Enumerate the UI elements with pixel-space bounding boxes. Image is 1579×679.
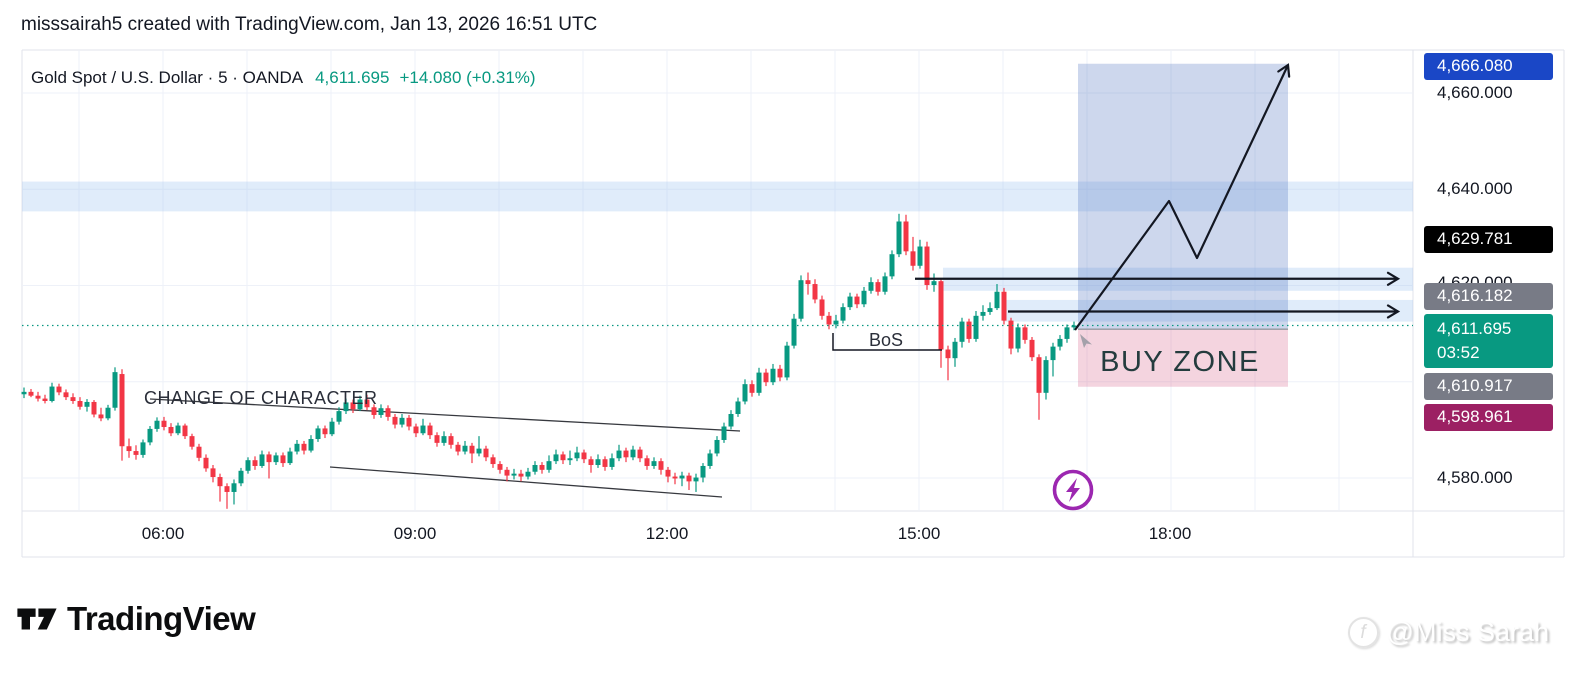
price-label[interactable]: 4,598.961 <box>1424 403 1553 431</box>
time-axis[interactable]: 06:00 09:00 12:00 15:00 18:00 <box>22 513 1413 557</box>
bos-label[interactable]: BoS <box>869 330 904 350</box>
facebook-icon: f <box>1347 617 1379 648</box>
price-scale[interactable]: 4,666.0804,660.0004,640.0004,629.7814,62… <box>1413 50 1579 557</box>
price-axis-tick: 4,580.000 <box>1437 468 1513 487</box>
time-axis-label: 12:00 <box>645 524 689 543</box>
legend-change: +14.080 (+0.31%) <box>399 68 536 87</box>
price-label[interactable]: 4,629.781 <box>1424 225 1553 253</box>
symbol-legend[interactable]: Gold Spot / U.S. Dollar · 5 · OANDA 4,611… <box>31 68 536 88</box>
long-position-tool[interactable] <box>1078 63 1288 387</box>
price-label[interactable]: 4,616.182 <box>1424 282 1553 310</box>
lightning-icon[interactable] <box>1052 469 1094 511</box>
buy-zone-label[interactable]: BUY ZONE <box>1100 346 1260 378</box>
price-label[interactable]: 4,611.695 03:52 <box>1424 314 1553 368</box>
price-label[interactable]: 4,666.080 <box>1424 52 1553 80</box>
time-axis-label: 18:00 <box>1148 524 1192 543</box>
target-arrows[interactable] <box>915 271 1401 319</box>
change-of-character-label[interactable]: CHANGE OF CHARACTER <box>144 388 378 408</box>
author-handle: @Miss Sarah <box>1386 617 1549 647</box>
price-label[interactable]: 4,610.917 <box>1424 372 1553 400</box>
bos-line[interactable] <box>832 333 942 351</box>
tradingview-logo-glyph <box>17 608 57 630</box>
candles <box>21 213 1077 509</box>
legend-last-price: 4,611.695 <box>315 68 390 87</box>
tradingview-logo-text: TradingView <box>67 600 256 637</box>
pane-frame <box>21 49 1565 558</box>
gridlines <box>22 50 1413 511</box>
page-title: misssairah5 created with TradingView.com… <box>21 14 598 35</box>
price-axis-tick: 4,640.000 <box>1437 179 1513 198</box>
time-axis-label: 06:00 <box>141 524 185 543</box>
time-axis-label: 15:00 <box>897 524 941 543</box>
stop-zone <box>1078 329 1288 387</box>
zigzag-projection-arrow[interactable] <box>1074 63 1291 331</box>
profit-zone <box>1078 63 1288 330</box>
bar-countdown: 03:52 <box>1437 343 1480 362</box>
time-axis-label: 09:00 <box>393 524 437 543</box>
trend-channel[interactable] <box>149 398 741 498</box>
symbol-name[interactable]: Gold Spot / U.S. Dollar · 5 · OANDA <box>31 68 304 87</box>
price-axis-tick: 4,660.000 <box>1437 83 1513 102</box>
author-watermark: f @Miss Sarah <box>1347 617 1549 648</box>
cursor-icon <box>1080 334 1092 348</box>
zone-4640 <box>22 181 1413 212</box>
tradingview-logo[interactable]: TradingView <box>16 599 256 639</box>
